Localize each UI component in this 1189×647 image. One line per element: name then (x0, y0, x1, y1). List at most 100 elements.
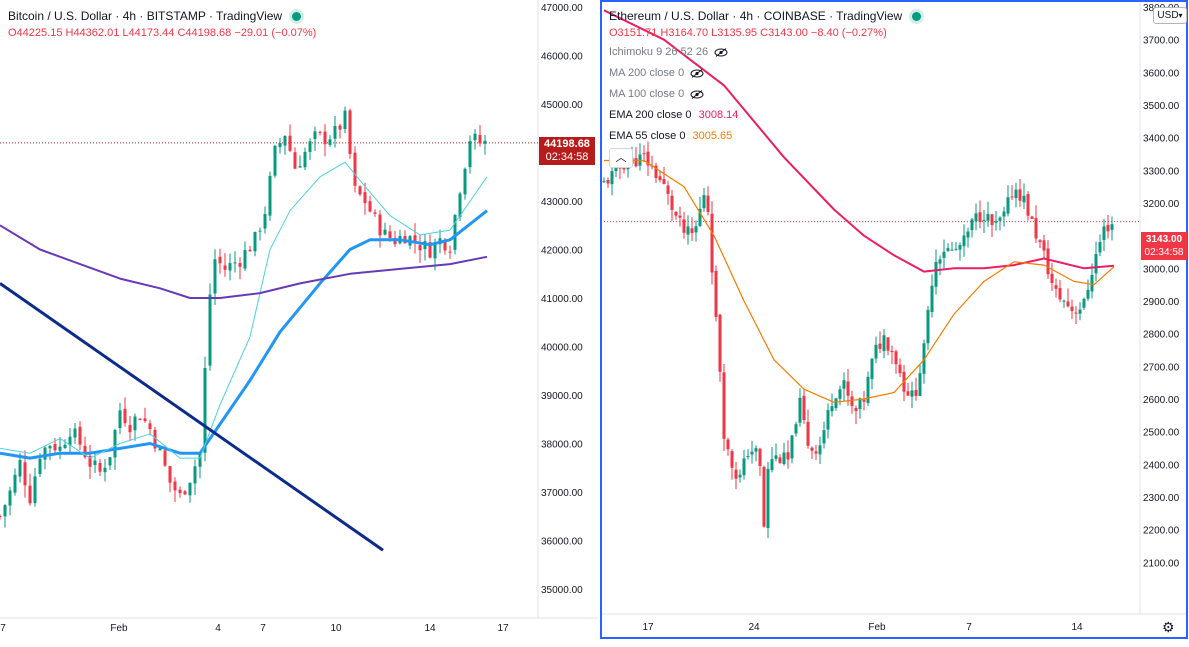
candle-up (1090, 274, 1094, 292)
candle-down (622, 167, 626, 170)
eth-close: C3143.00 (760, 27, 808, 39)
candle-up (942, 251, 946, 258)
candle-down (690, 228, 694, 234)
candle-up (870, 358, 874, 380)
candle-down (148, 423, 152, 430)
candle-up (958, 245, 962, 250)
btc-price-tag: 44198.68 02:34:58 (539, 137, 595, 165)
x-tick-label: 14 (424, 623, 436, 634)
candle-up (303, 151, 307, 168)
indicator-ma200-label: MA 200 close 0 (609, 67, 685, 79)
indicator-ema55-value: 3005.65 (692, 130, 733, 142)
candle-down (1106, 224, 1110, 232)
candle-up (934, 261, 938, 287)
candle-up (1110, 224, 1114, 230)
candle-down (758, 448, 762, 466)
eth-price-tag-value: 3143.00 (1145, 234, 1183, 245)
candle-down (168, 466, 172, 483)
candle-up (954, 248, 958, 250)
candle-up (790, 435, 794, 459)
candle-up (203, 368, 207, 453)
candle-down (163, 450, 167, 466)
candle-up (702, 195, 706, 209)
candle-up (610, 171, 614, 185)
candle-down (248, 249, 252, 252)
candle-down (990, 214, 994, 225)
gear-icon[interactable]: ⚙ (1162, 619, 1175, 635)
candle-up (1022, 195, 1026, 203)
candle-down (0, 515, 2, 517)
candle-up (830, 406, 834, 412)
candle-down (862, 399, 866, 402)
indicator-ema55[interactable]: EMA 55 close 0 3005.65 (609, 130, 732, 143)
candle-down (1010, 196, 1014, 198)
candle-up (950, 249, 954, 251)
candle-up (93, 460, 97, 465)
candle-down (710, 213, 714, 273)
candle-up (874, 344, 878, 359)
candle-down (418, 245, 422, 251)
currency-select[interactable]: USD▾ (1153, 7, 1187, 24)
candle-up (962, 235, 966, 247)
candle-down (674, 211, 678, 216)
candle-down (323, 131, 327, 145)
candle-up (742, 458, 746, 476)
candle-up (468, 141, 472, 168)
candle-up (133, 416, 137, 431)
candle-up (158, 448, 162, 451)
candle-up (118, 410, 122, 429)
live-status-icon (912, 12, 922, 22)
eth-change: −8.40 (−0.27%) (810, 27, 887, 39)
indicator-ema55-label: EMA 55 close 0 (609, 130, 686, 142)
btc-change: −29.01 (−0.07%) (234, 27, 317, 39)
candle-up (453, 215, 457, 250)
candle-up (1014, 189, 1018, 199)
candle-up (994, 221, 998, 223)
eye-hidden-icon[interactable] (714, 47, 728, 57)
candle-up (842, 380, 846, 389)
candle-down (53, 444, 57, 451)
candle-down (786, 452, 790, 460)
candle-up (268, 175, 272, 216)
candle-down (802, 395, 806, 421)
candle-down (143, 418, 147, 422)
collapse-indicators-button[interactable]: ︿ (609, 148, 633, 168)
y-tick-label: 2900.00 (1143, 297, 1180, 308)
eth-title-text: Ethereum / U.S. Dollar · 4h · COINBASE ·… (609, 9, 903, 23)
y-tick-label: 36000.00 (541, 537, 583, 548)
candle-up (858, 398, 862, 410)
btc-ohlc: O44225.15 H44362.01 L44173.44 C44198.68 … (8, 27, 316, 40)
candle-up (1006, 197, 1010, 214)
indicator-ichimoku[interactable]: Ichimoku 9 26 52 26 (609, 46, 728, 59)
candle-down (1042, 240, 1046, 251)
candle-up (986, 214, 990, 221)
eth-price-tag: 3143.00 02:34:58 (1141, 232, 1187, 260)
candle-up (922, 343, 926, 374)
candle-down (318, 131, 322, 133)
eye-hidden-icon[interactable] (690, 68, 704, 78)
candle-down (183, 491, 187, 495)
candle-up (208, 294, 212, 366)
candle-down (1034, 218, 1038, 239)
candle-down (678, 215, 682, 218)
indicator-ema200[interactable]: EMA 200 close 0 3008.14 (609, 109, 738, 122)
btc-price-tag-value: 44198.68 (544, 138, 590, 150)
indicator-ma200[interactable]: MA 200 close 0 (609, 67, 704, 80)
candle-up (750, 451, 754, 455)
candle-down (1018, 189, 1022, 201)
candle-up (770, 459, 774, 471)
indicator-ma100[interactable]: MA 100 close 0 (609, 88, 704, 101)
candle-down (850, 396, 854, 406)
eye-hidden-icon[interactable] (690, 89, 704, 99)
y-tick-label: 3300.00 (1143, 166, 1180, 177)
candle-down (153, 429, 157, 449)
candle-down (288, 135, 292, 151)
candle-down (238, 263, 242, 267)
candle-up (798, 397, 802, 423)
candle-down (914, 389, 918, 396)
eth-chart-layer: 3800.003700.003600.003500.003400.003300.… (602, 3, 1180, 633)
candle-down (662, 179, 666, 184)
candle-up (48, 446, 52, 449)
candle-up (38, 458, 42, 474)
